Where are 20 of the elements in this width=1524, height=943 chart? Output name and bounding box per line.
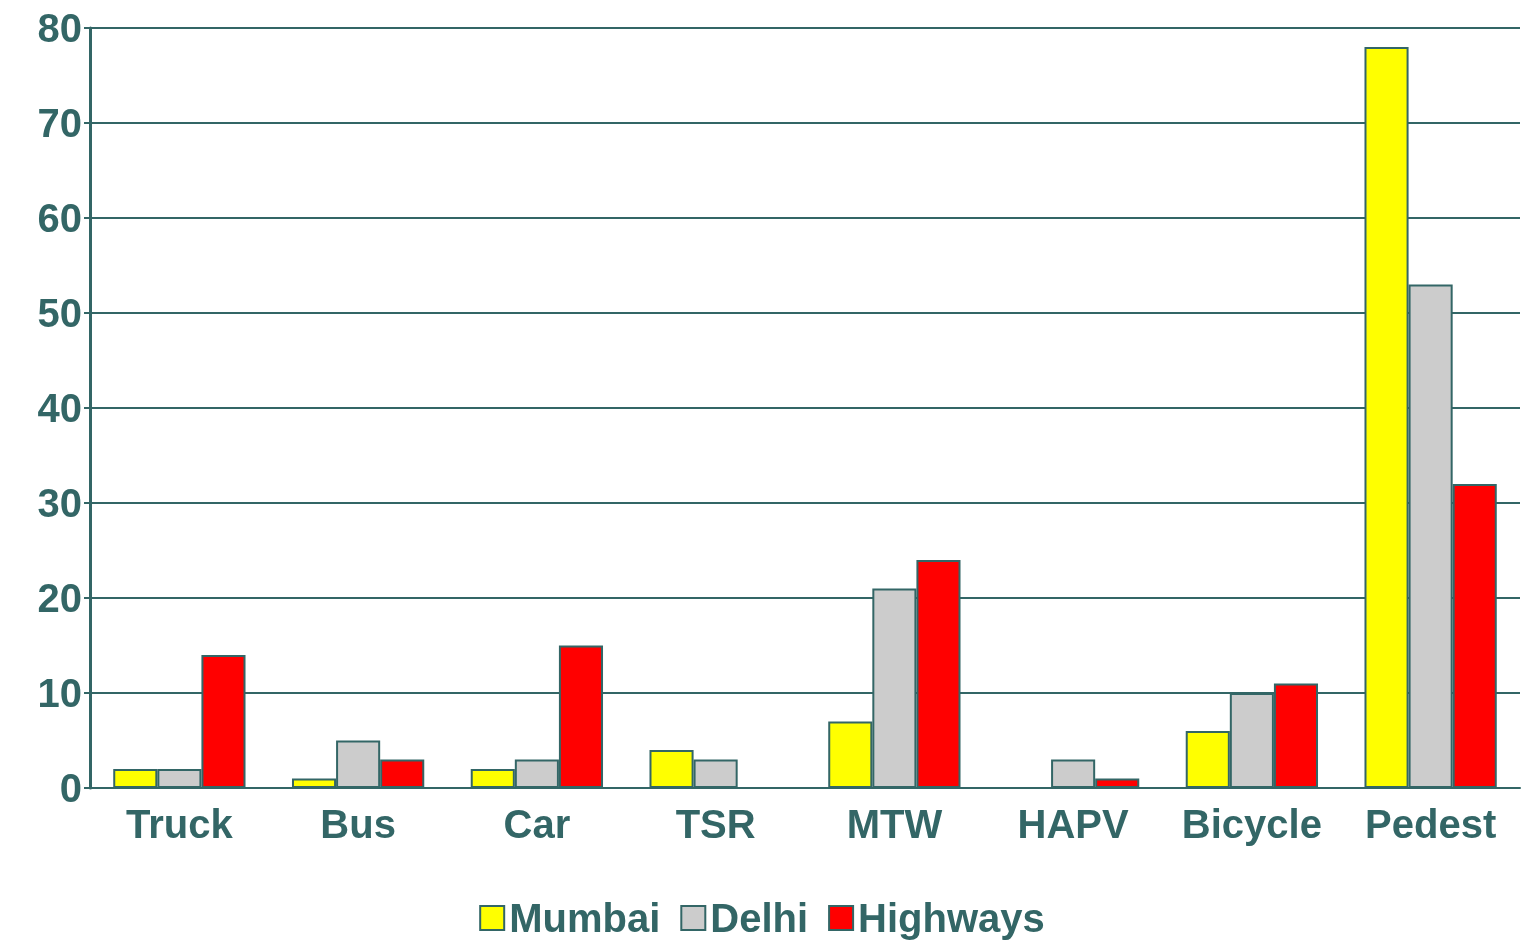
x-tick-label: Bicycle bbox=[1181, 802, 1322, 846]
x-tick-label: Truck bbox=[126, 802, 234, 846]
x-tick-label: TSR bbox=[675, 802, 756, 846]
y-tick-label: 60 bbox=[37, 196, 82, 240]
legend-label: Mumbai bbox=[509, 896, 661, 940]
legend-label: Highways bbox=[858, 896, 1045, 940]
y-tick-label: 0 bbox=[59, 766, 82, 810]
legend-label: Delhi bbox=[710, 896, 809, 940]
y-tick-label: 80 bbox=[37, 6, 82, 50]
x-tick-label: Car bbox=[503, 802, 571, 846]
x-tick-label: Pedest bbox=[1365, 802, 1497, 846]
x-tick-label: MTW bbox=[846, 802, 943, 846]
y-tick-label: 10 bbox=[37, 671, 82, 715]
x-tick-label: Bus bbox=[320, 802, 396, 846]
y-tick-label: 50 bbox=[37, 291, 82, 335]
y-tick-label: 30 bbox=[37, 481, 82, 525]
x-tick-label: HAPV bbox=[1017, 802, 1130, 846]
y-tick-label: 20 bbox=[37, 576, 82, 620]
y-tick-label: 70 bbox=[37, 101, 82, 145]
y-tick-label: 40 bbox=[37, 386, 82, 430]
